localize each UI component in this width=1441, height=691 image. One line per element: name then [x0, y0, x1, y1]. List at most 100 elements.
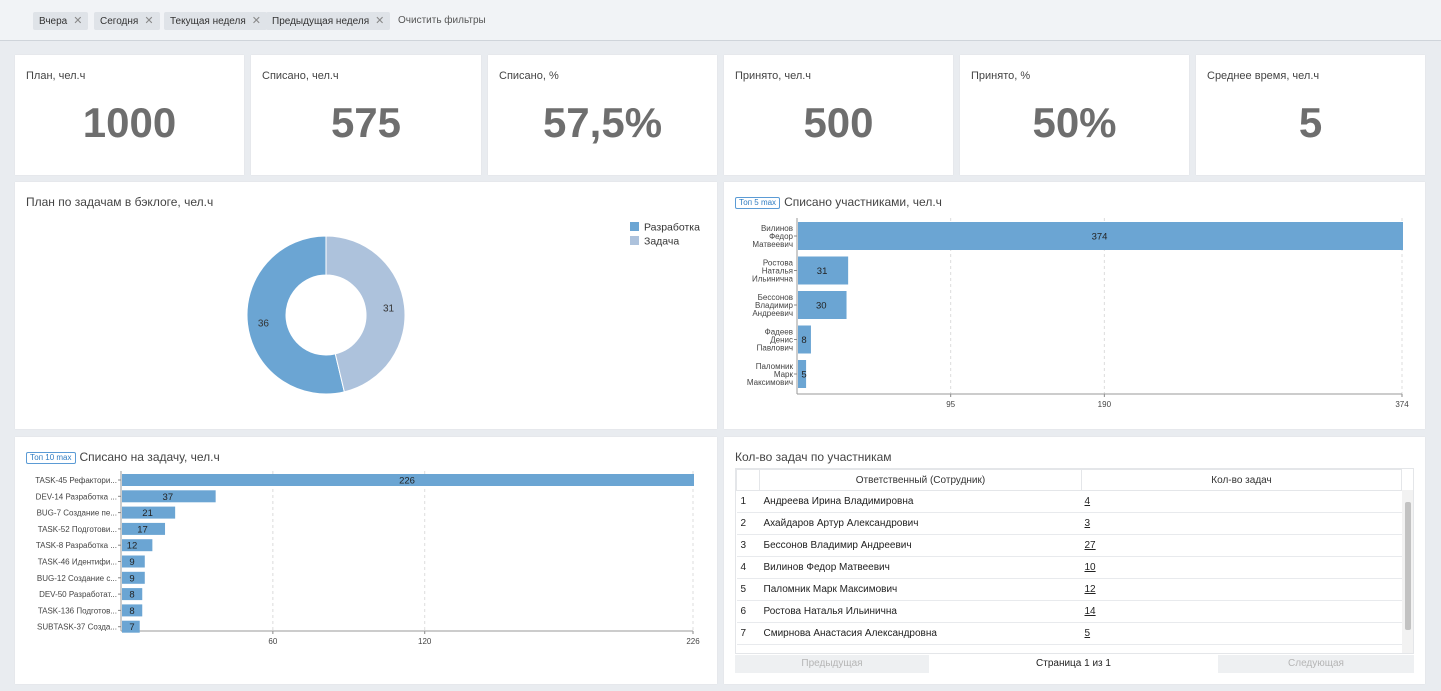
- row-task-count[interactable]: 12: [1081, 578, 1402, 601]
- filter-chip-today[interactable]: Сегодня ✕: [94, 12, 160, 30]
- kpi-value: 5: [1298, 99, 1323, 146]
- table-row[interactable]: 6 Ростова Наталья Ильинична 14: [736, 600, 1402, 623]
- kpi-card-plan: План, чел.ч 1000: [15, 55, 244, 175]
- bar[interactable]: [122, 604, 143, 617]
- bar-value-label: 37: [163, 492, 174, 503]
- y-category-label: BUG-7 Создание пе...: [37, 509, 117, 518]
- bar[interactable]: [122, 506, 176, 519]
- bar[interactable]: [122, 522, 166, 535]
- clear-filters-link[interactable]: Очистить фильтры: [398, 15, 486, 26]
- kpi-card-logged-percent: Списано, % 57,5%: [488, 55, 717, 175]
- bar[interactable]: [798, 222, 1403, 250]
- column-header-index: [736, 469, 760, 491]
- bar-value-label: 21: [142, 508, 153, 519]
- bar-value-label: 12: [127, 541, 138, 552]
- filter-chip-label: Текущая неделя: [170, 16, 246, 27]
- previous-page-button[interactable]: Предыдущая: [735, 655, 929, 673]
- row-task-count[interactable]: 27: [1081, 534, 1402, 557]
- filter-chip-yesterday[interactable]: Вчера ✕: [33, 12, 89, 30]
- table-row[interactable]: 4 Вилинов Федор Матвеевич 10: [736, 556, 1402, 579]
- bar[interactable]: [798, 325, 811, 354]
- row-task-count[interactable]: 3: [1081, 512, 1402, 535]
- filter-chip-current-week[interactable]: Текущая неделя ✕: [164, 12, 267, 30]
- filter-chip-label: Предыдущая неделя: [272, 16, 370, 27]
- kpi-label: Среднее время, чел.ч: [1207, 70, 1320, 82]
- kpi-label: Списано, %: [499, 70, 559, 82]
- top-badge: Топ 5 max: [735, 197, 781, 209]
- row-responsible: Бессонов Владимир Андреевич: [759, 534, 1082, 557]
- panel-title-text: Списано участниками, чел.ч: [784, 195, 942, 209]
- row-index: 6: [736, 600, 760, 623]
- legend-label-development[interactable]: Разработка: [644, 222, 700, 234]
- y-category-label: DEV-50 Разработат...: [39, 590, 117, 599]
- y-category-label: TASK-136 Подготов...: [38, 606, 117, 615]
- bar[interactable]: [122, 588, 143, 601]
- y-category-label: Федор: [769, 232, 793, 241]
- remove-filter-icon[interactable]: ✕: [73, 15, 83, 27]
- table-row[interactable]: 7 Смирнова Анастасия Александровна 5: [736, 622, 1402, 645]
- panel-title-text: Списано на задачу, чел.ч: [79, 450, 220, 464]
- bar[interactable]: [122, 571, 145, 584]
- donut-slice[interactable]: [246, 235, 345, 395]
- y-category-label: Наталья: [762, 267, 793, 276]
- panel-title: Топ 10 max Списано на задачу, чел.ч: [26, 450, 220, 464]
- panel-title: План по задачам в бэклоге, чел.ч: [26, 195, 214, 209]
- y-category-label: BUG-12 Создание с...: [37, 574, 117, 583]
- bar[interactable]: [122, 620, 140, 633]
- filter-chip-previous-week[interactable]: Предыдущая неделя ✕: [266, 12, 391, 30]
- y-category-label: TASK-46 Идентифи...: [38, 558, 117, 567]
- row-task-count[interactable]: 14: [1081, 600, 1402, 623]
- row-task-count[interactable]: 4: [1081, 490, 1402, 513]
- bar-value-label: 17: [137, 524, 148, 535]
- bar[interactable]: [122, 555, 145, 568]
- y-category-label: Марк: [774, 370, 794, 379]
- column-header-responsible[interactable]: Ответственный (Сотрудник): [759, 469, 1082, 491]
- row-responsible: Ахайдаров Артур Александрович: [759, 512, 1082, 535]
- bar[interactable]: [798, 291, 847, 319]
- pagination: Предыдущая Страница 1 из 1 Следующая: [735, 655, 1414, 673]
- row-task-count[interactable]: 5: [1081, 622, 1402, 645]
- bar[interactable]: [122, 490, 216, 503]
- legend-label-task[interactable]: Задача: [644, 236, 679, 248]
- table-row[interactable]: 1 Андреева Ирина Владимировна 4: [736, 490, 1402, 513]
- page-indicator: Страница 1 из 1: [929, 655, 1218, 673]
- bar-value-label: 31: [817, 266, 828, 277]
- bar[interactable]: [798, 360, 807, 388]
- bar[interactable]: [122, 539, 153, 552]
- bar-value-label: 7: [129, 622, 134, 633]
- row-task-count[interactable]: 10: [1081, 556, 1402, 579]
- row-responsible: Вилинов Федор Матвеевич: [759, 556, 1082, 579]
- row-index: 5: [736, 578, 760, 601]
- donut-slice[interactable]: [325, 235, 406, 393]
- scrollbar-thumb[interactable]: [1405, 502, 1411, 630]
- y-category-label: Ростова: [763, 259, 794, 268]
- row-index: 3: [736, 534, 760, 557]
- table-header-row: Ответственный (Сотрудник) Кол-во задач: [736, 469, 1402, 491]
- kpi-label: План, чел.ч: [26, 70, 86, 82]
- column-header-task-count[interactable]: Кол-во задач: [1081, 469, 1402, 491]
- remove-filter-icon[interactable]: ✕: [251, 15, 261, 27]
- table-scrollbar[interactable]: [1402, 490, 1413, 653]
- bar-value-label: 5: [801, 370, 806, 381]
- y-category-label: TASK-8 Разработка ...: [36, 541, 117, 550]
- y-category-label: Павлович: [757, 344, 793, 353]
- x-tick-label: 374: [1395, 400, 1409, 409]
- table-row[interactable]: 3 Бессонов Владимир Андреевич 27: [736, 534, 1402, 557]
- next-page-button[interactable]: Следующая: [1218, 655, 1414, 673]
- table-row[interactable]: 2 Ахайдаров Артур Александрович 3: [736, 512, 1402, 535]
- x-tick-label: 120: [418, 637, 432, 646]
- row-responsible: Ростова Наталья Ильинична: [759, 600, 1082, 623]
- table-row[interactable]: 5 Паломник Марк Максимович 12: [736, 578, 1402, 601]
- bar-value-label: 8: [129, 590, 134, 601]
- kpi-card-accepted-percent: Принято, % 50%: [960, 55, 1189, 175]
- row-responsible: Паломник Марк Максимович: [759, 578, 1082, 601]
- remove-filter-icon[interactable]: ✕: [375, 15, 385, 27]
- bar[interactable]: [798, 256, 849, 285]
- bar[interactable]: [122, 474, 694, 486]
- remove-filter-icon[interactable]: ✕: [144, 15, 154, 27]
- kpi-label: Принято, чел.ч: [735, 70, 812, 82]
- bar-value-label: 8: [129, 606, 134, 617]
- top-badge: Топ 10 max: [26, 452, 76, 464]
- tasks-logged-panel: Топ 10 max Списано на задачу, чел.ч 60 120…: [15, 437, 717, 684]
- donut-slice-label: 31: [383, 304, 395, 315]
